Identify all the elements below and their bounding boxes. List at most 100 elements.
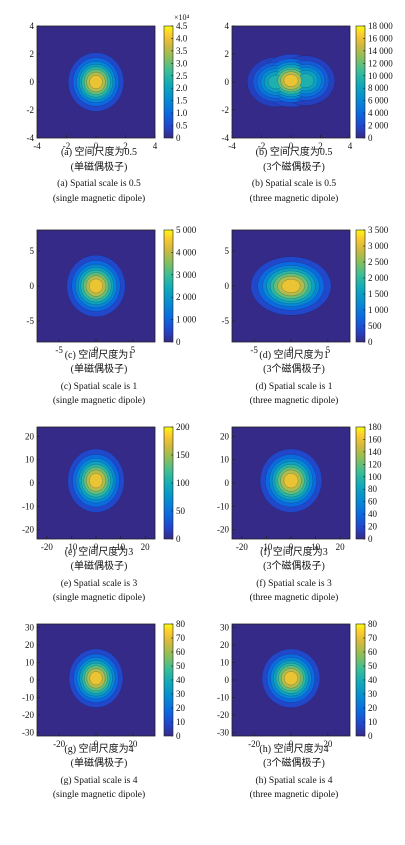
caption-en-b: (b) Spatial scale is 0.5 — [252, 178, 336, 189]
y-tick-label-h-6: -30 — [217, 728, 229, 738]
y-tick-label-b-4: -4 — [222, 133, 230, 143]
x-tick-label-d-1: 0 — [289, 345, 294, 355]
y-tick-label-g-1: 20 — [25, 640, 35, 650]
caption-cn-c: (c) 空间尺度为1 — [65, 348, 134, 361]
panel-g: -20 0 203020100-10-20-3080706050403020100(… — [22, 619, 186, 800]
y-tick-label-d-0: 5 — [225, 246, 230, 256]
colorbar-tick-label-d-7: 0 — [368, 337, 373, 347]
colorbar-tick-label-d-0: 3 500 — [368, 225, 389, 235]
caption-cn-b: (b) 空间尺度为0.5 — [256, 145, 333, 158]
y-tick-label-f-2: 0 — [225, 478, 230, 488]
caption-en-sub-g: (single magnetic dipole) — [53, 789, 145, 800]
x-tick-label-g-2: 20 — [128, 739, 138, 749]
colorbar-tick-label-a-8: 0.5 — [176, 121, 188, 131]
caption-cn-a: (a) 空间尺度为0.5 — [61, 145, 137, 158]
colorbar-tick-label-b-3: 12 000 — [368, 58, 393, 68]
contour-band-a-8-0 — [89, 74, 103, 90]
caption-en-sub-c: (single magnetic dipole) — [53, 395, 145, 406]
x-tick-label-d-0: -5 — [250, 345, 258, 355]
colorbar-tick-label-h-3: 50 — [368, 661, 378, 671]
x-tick-label-b-0: -4 — [228, 141, 236, 151]
caption-cn-sub-b: (3个磁偶极子) — [263, 160, 325, 173]
colorbar-tick-label-g-4: 40 — [176, 675, 186, 685]
x-tick-label-b-3: 2 — [318, 141, 323, 151]
x-tick-label-f-2: 0 — [289, 542, 294, 552]
x-tick-label-a-4: 4 — [153, 141, 158, 151]
y-tick-label-h-3: 0 — [225, 675, 230, 685]
y-tick-label-a-2: 0 — [30, 77, 35, 87]
colorbar-tick-label-d-5: 1 000 — [368, 305, 389, 315]
y-tick-label-c-2: -5 — [27, 316, 35, 326]
x-tick-label-g-0: -20 — [53, 739, 65, 749]
x-tick-label-h-2: 20 — [323, 739, 333, 749]
x-tick-label-b-4: 4 — [348, 141, 353, 151]
y-tick-label-g-0: 30 — [25, 623, 35, 633]
colorbar-tick-label-g-6: 20 — [176, 703, 186, 713]
y-tick-label-h-0: 30 — [220, 623, 230, 633]
colorbar-tick-label-c-3: 2 000 — [176, 292, 197, 302]
colorbar-tick-label-b-9: 0 — [368, 133, 373, 143]
colorbar-tick-label-b-6: 6 000 — [368, 96, 389, 106]
panel-h: -20 0 203020100-10-20-3080706050403020100(… — [217, 619, 378, 800]
caption-cn-sub-d: (3个磁偶极子) — [263, 362, 325, 375]
panel-b: -4 -2 0 2 4 4 2 0 -2 -4 18 000 16 000 14 000 12 000 10… — [222, 21, 394, 204]
panel-a: -4 -2 0 2 4 4 2 0 -2 -4 4.5 4.0 3.5 3.0 2.5 2.0 1.5 1.0 0.… — [27, 13, 190, 204]
colorbar-multiplier-a: ×10⁴ — [174, 13, 190, 22]
colorbar-tick-label-c-1: 4 000 — [176, 247, 197, 257]
x-tick-label-a-3: 2 — [123, 141, 128, 151]
colorbar-tick-label-f-7: 40 — [368, 509, 378, 519]
colorbar-tick-label-h-8: 0 — [368, 731, 373, 741]
colorbar-tick-label-f-4: 100 — [368, 472, 382, 482]
y-tick-label-h-2: 10 — [220, 658, 230, 668]
colorbar-tick-label-b-4: 10 000 — [368, 71, 393, 81]
colorbar-tick-label-h-5: 30 — [368, 689, 378, 699]
y-tick-label-a-3: -2 — [27, 105, 35, 115]
y-tick-label-c-0: 5 — [30, 246, 35, 256]
caption-cn-sub-e: (单磁偶极子) — [71, 559, 128, 572]
colorbar-tick-label-c-0: 5 000 — [176, 225, 197, 235]
colorbar-tick-label-b-8: 2 000 — [368, 121, 389, 131]
caption-cn-g: (g) 空间尺度为4 — [64, 742, 133, 755]
caption-en-sub-h: (three magnetic dipole) — [250, 789, 339, 800]
colorbar-tick-label-a-2: 3.5 — [176, 46, 188, 56]
caption-cn-d: (d) 空间尺度为1 — [259, 348, 328, 361]
y-tick-label-g-2: 10 — [25, 658, 35, 668]
y-tick-label-a-4: -4 — [27, 133, 35, 143]
colorbar-tick-label-d-6: 500 — [368, 321, 382, 331]
heatmap-field-g — [68, 648, 124, 708]
x-tick-label-e-2: 0 — [94, 542, 99, 552]
y-tick-label-g-6: -30 — [22, 728, 34, 738]
caption-en-sub-d: (three magnetic dipole) — [250, 395, 339, 406]
colorbar-tick-label-f-2: 140 — [368, 447, 382, 457]
colorbar-tick-label-c-4: 1 000 — [176, 315, 197, 325]
colorbar-tick-label-a-4: 2.5 — [176, 71, 188, 81]
colorbar-tick-label-a-3: 3.0 — [176, 58, 188, 68]
heatmap-field-d — [250, 256, 332, 316]
colorbar-tick-label-e-2: 100 — [176, 478, 190, 488]
colorbar-tick-label-b-5: 8 000 — [368, 83, 389, 93]
colorbar-tick-label-h-1: 70 — [368, 633, 378, 643]
colorbar-a — [163, 25, 174, 139]
y-tick-label-e-3: -10 — [22, 501, 34, 511]
x-tick-label-b-1: -2 — [258, 141, 266, 151]
y-tick-label-e-2: 0 — [30, 478, 35, 488]
colorbar-tick-label-h-4: 40 — [368, 675, 378, 685]
y-tick-label-a-1: 2 — [30, 49, 35, 59]
colorbar-tick-label-a-5: 2.0 — [176, 83, 188, 93]
y-tick-label-f-3: -10 — [217, 501, 229, 511]
contour-band-g-8-0 — [89, 671, 103, 686]
x-tick-label-c-1: 0 — [94, 345, 99, 355]
colorbar-tick-label-g-8: 0 — [176, 731, 181, 741]
y-tick-label-f-0: 20 — [220, 431, 230, 441]
colorbar-tick-label-f-5: 80 — [368, 484, 378, 494]
caption-en-d: (d) Spatial scale is 1 — [255, 381, 332, 392]
colorbar-tick-label-f-6: 60 — [368, 497, 378, 507]
x-tick-label-h-0: -20 — [248, 739, 260, 749]
y-tick-label-d-2: -5 — [222, 316, 230, 326]
y-tick-label-h-1: 20 — [220, 640, 230, 650]
y-tick-label-g-4: -10 — [22, 693, 34, 703]
heatmap-field-e — [67, 448, 125, 513]
heatmap-field-c — [66, 254, 126, 318]
